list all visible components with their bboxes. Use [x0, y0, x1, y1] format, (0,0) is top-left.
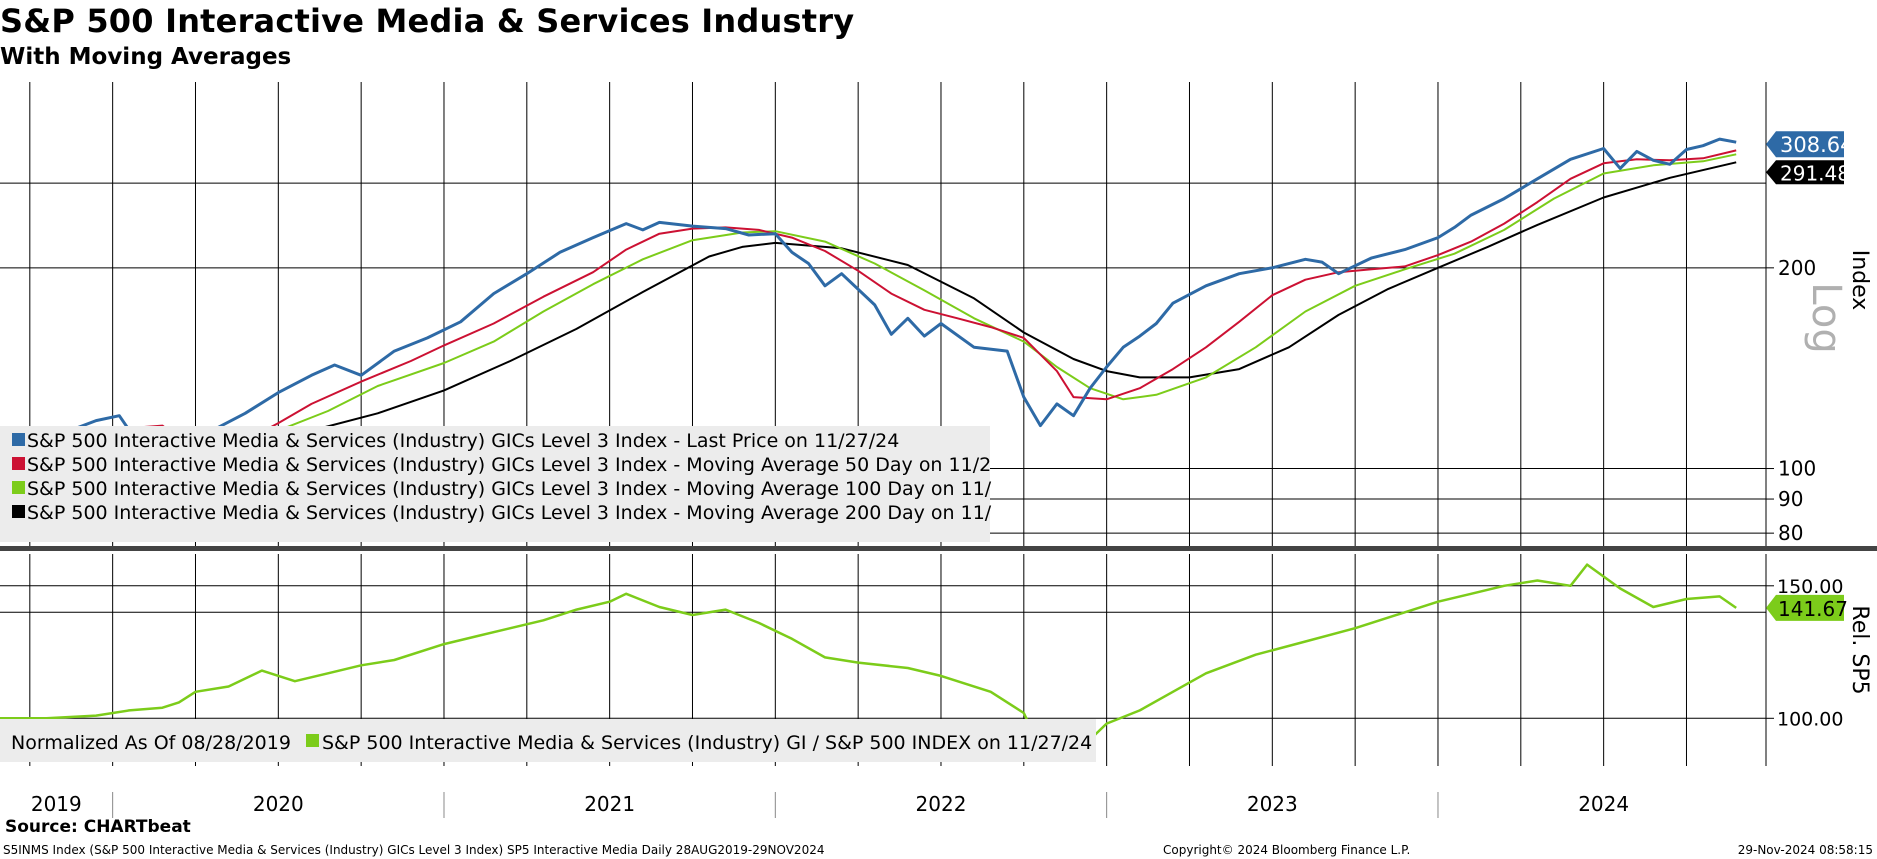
- footer-ticker-info: S5INMS Index (S&P 500 Interactive Media …: [3, 843, 825, 857]
- legend-background: [0, 426, 990, 542]
- x-tick-label: 2024: [1578, 792, 1629, 816]
- x-tick-label: 2021: [584, 792, 635, 816]
- footer-timestamp: 29-Nov-2024 08:58:15: [1737, 843, 1873, 857]
- y-axis-title: Index: [1847, 250, 1872, 311]
- series-line-ma-100: [0, 153, 1737, 470]
- x-tick-label: 2022: [916, 792, 967, 816]
- y-tick-label: 150.00: [1777, 576, 1843, 598]
- legend-entry: S&P 500 Interactive Media & Services (In…: [27, 502, 992, 524]
- legend-entry: S&P 500 Interactive Media & Services (In…: [27, 430, 899, 452]
- y-tick-label: 90: [1778, 487, 1803, 511]
- last-value-tag: [1766, 131, 1844, 158]
- series-line-last-price: [0, 137, 1737, 498]
- legend-entry: S&P 500 Interactive Media & Services (In…: [27, 478, 992, 500]
- y-tick-label: 100: [1778, 457, 1816, 481]
- scale-label: Log: [1803, 282, 1849, 353]
- legend-entry: S&P 500 Interactive Media & Services (In…: [322, 732, 1092, 754]
- last-value-tag: [1766, 160, 1844, 185]
- legend-swatch: [12, 505, 25, 518]
- x-tick-label: 2020: [253, 792, 304, 816]
- source-note: Source: CHARTbeat: [5, 817, 191, 837]
- y-tick-label: 200: [1778, 256, 1816, 280]
- legend-swatch: [12, 481, 25, 494]
- chart-title: S&P 500 Interactive Media & Services Ind…: [0, 2, 855, 40]
- last-value-label: 141.67: [1778, 597, 1848, 621]
- last-value-label: 291.48: [1780, 161, 1850, 185]
- last-value-label: 308.64: [1780, 133, 1853, 157]
- legend-swatch: [12, 457, 25, 470]
- series-line-ma-50: [0, 149, 1737, 461]
- legend-swatch: [306, 734, 319, 747]
- chart-subtitle: With Moving Averages: [0, 44, 292, 70]
- legend-entry: S&P 500 Interactive Media & Services (In…: [27, 454, 991, 476]
- y-tick-label: 100.00: [1777, 708, 1843, 730]
- legend-swatch: [12, 433, 25, 446]
- legend-background: [0, 719, 1096, 762]
- x-tick-label: 2023: [1247, 792, 1298, 816]
- y-axis-title: Rel. SP5: [1847, 605, 1872, 694]
- panel-separator: [0, 546, 1877, 551]
- y-tick-label: 80: [1778, 521, 1803, 545]
- series-line-relative: [0, 563, 1737, 747]
- footer-copyright: Copyright© 2024 Bloomberg Finance L.P.: [1163, 843, 1411, 857]
- legend-normalized-note: Normalized As Of 08/28/2019: [11, 732, 291, 754]
- x-tick-label: 2019: [31, 792, 82, 816]
- last-value-tag: [1766, 594, 1844, 621]
